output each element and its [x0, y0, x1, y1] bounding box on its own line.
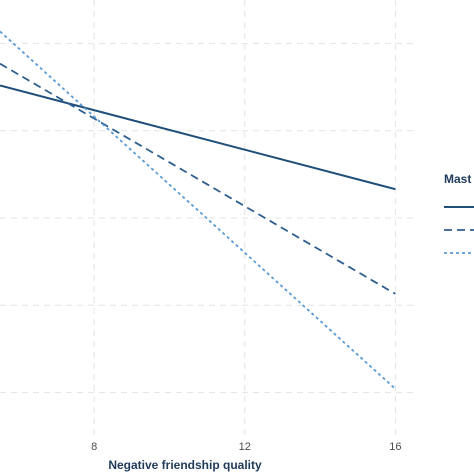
legend-keys	[444, 206, 474, 254]
series-line-dotted	[0, 30, 397, 390]
x-tick-label: 12	[239, 441, 251, 453]
x-tick-label: 8	[91, 441, 97, 453]
series-line-dashed	[0, 62, 396, 295]
series-line-solid	[0, 84, 396, 191]
tick-layer: 8 12 16	[91, 441, 401, 453]
x-tick-label: 16	[389, 441, 401, 453]
grid-layer	[0, 0, 418, 436]
series-layer	[0, 30, 397, 390]
legend-title: Mast	[444, 172, 471, 186]
legend: Mast	[444, 172, 474, 254]
x-axis-title: Negative friendship quality	[108, 458, 262, 472]
